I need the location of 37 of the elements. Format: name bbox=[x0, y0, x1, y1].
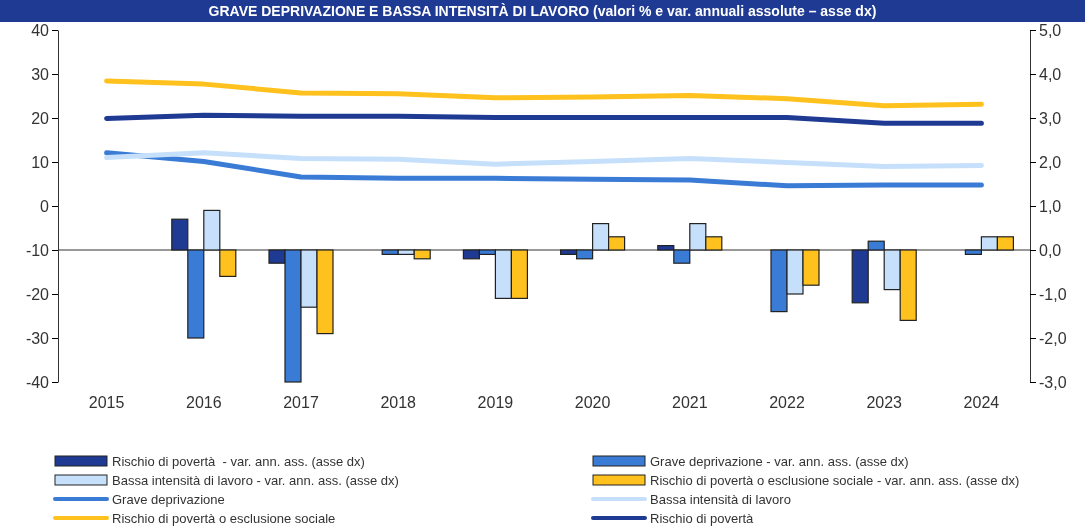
x-tick-label: 2023 bbox=[866, 394, 903, 411]
y2-tick-label: 1,0 bbox=[1039, 197, 1062, 215]
y-tick-label: 20 bbox=[31, 109, 50, 127]
y-tick-label: -30 bbox=[25, 329, 50, 347]
legend-label: Rischio di povertà bbox=[650, 511, 755, 526]
y2-tick-label: 0,0 bbox=[1039, 241, 1062, 259]
y2-tick-label: -2,0 bbox=[1039, 329, 1067, 347]
x-tick-label: 2022 bbox=[769, 394, 805, 411]
y2-tick-label: 4,0 bbox=[1039, 65, 1062, 83]
x-tick-label: 2024 bbox=[963, 394, 1000, 411]
y-tick-label: -20 bbox=[25, 285, 50, 303]
y-tick-label: -40 bbox=[25, 373, 50, 391]
y2-tick-label: -3,0 bbox=[1039, 373, 1067, 391]
legend-label: Rischio di povertà - var. ann. ass. (asse dx) bbox=[112, 454, 365, 469]
y2-tick-label: 3,0 bbox=[1039, 109, 1062, 127]
legend-label: Bassa intensità di lavoro - var. ann. ass. (asse dx) bbox=[112, 473, 399, 488]
x-tick-label: 2016 bbox=[186, 394, 222, 411]
y2-tick-label: -1,0 bbox=[1039, 285, 1067, 303]
x-tick-label: 2020 bbox=[574, 394, 611, 411]
y2-tick-label: 2,0 bbox=[1039, 153, 1062, 171]
x-tick-label: 2021 bbox=[672, 394, 708, 411]
x-tick-label: 2019 bbox=[477, 394, 514, 411]
x-tick-label: 2018 bbox=[380, 394, 417, 411]
x-tick-label: 2015 bbox=[88, 394, 125, 411]
y-tick-label: 10 bbox=[31, 153, 50, 171]
legend-label: Grave deprivazione bbox=[112, 492, 225, 507]
y2-tick-label: 5,0 bbox=[1039, 21, 1062, 39]
legend-label: Grave deprivazione - var. ann. ass. (asse dx) bbox=[650, 454, 909, 469]
y-tick-label: 30 bbox=[31, 65, 50, 83]
legend-label: Rischio di povertà o esclusione sociale - var. ann. ass. (asse dx) bbox=[650, 473, 1020, 488]
y-tick-label: 0 bbox=[40, 197, 50, 215]
x-tick-label: 2017 bbox=[283, 394, 319, 411]
y-tick-label: -10 bbox=[25, 241, 50, 259]
y-tick-label: 40 bbox=[31, 21, 50, 39]
legend-label: Rischio di povertà o esclusione sociale bbox=[112, 511, 336, 526]
chart-title: GRAVE DEPRIVAZIONE E BASSA INTENSITÀ DI LAVORO (valori % e var. annuali assolute – asse dx) bbox=[208, 3, 877, 19]
legend-label: Bassa intensità di lavoro bbox=[650, 492, 791, 507]
